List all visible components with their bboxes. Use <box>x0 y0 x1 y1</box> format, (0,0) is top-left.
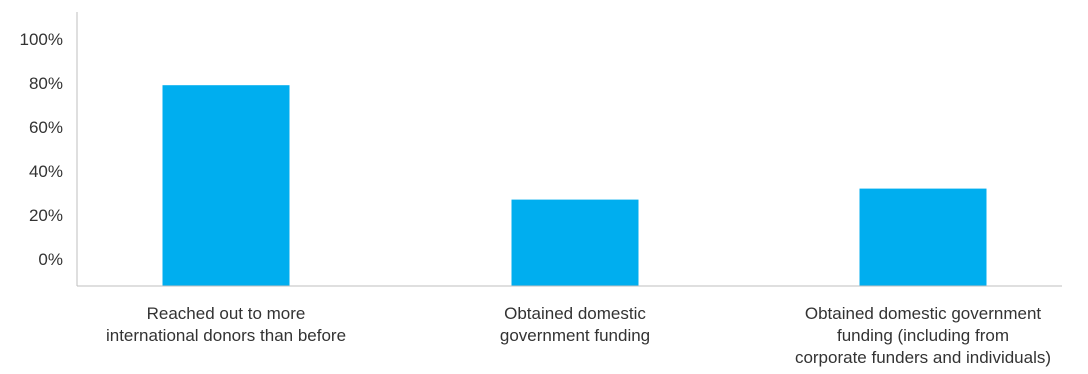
x-category-label-line: Obtained domestic government <box>805 304 1042 323</box>
x-category-label-line: Obtained domestic <box>504 304 646 323</box>
x-category-label: Reached out to more international donors … <box>106 304 346 345</box>
x-category-label-line: Reached out to more <box>147 304 306 323</box>
y-tick-label: 80% <box>29 74 63 93</box>
bar <box>162 85 290 286</box>
x-axis-category-labels: Reached out to more international donors … <box>106 304 1051 367</box>
x-category-label-line: international donors than before <box>106 326 346 345</box>
y-tick-label: 20% <box>29 206 63 225</box>
y-tick-label: 0% <box>38 250 63 269</box>
bar <box>511 199 639 286</box>
y-axis-tick-labels: 0% 20% 40% 60% 80% 100% <box>20 30 63 269</box>
bar <box>859 188 987 286</box>
y-tick-label: 100% <box>20 30 63 49</box>
bars <box>162 85 987 286</box>
y-tick-label: 40% <box>29 162 63 181</box>
y-tick-label: 60% <box>29 118 63 137</box>
x-category-label: Obtained domestic government funding (inc… <box>795 304 1051 367</box>
x-category-label: Obtained domestic government funding <box>500 304 650 345</box>
x-category-label-line: corporate funders and individuals) <box>795 348 1051 367</box>
x-category-label-line: government funding <box>500 326 650 345</box>
x-category-label-line: funding (including from <box>837 326 1009 345</box>
